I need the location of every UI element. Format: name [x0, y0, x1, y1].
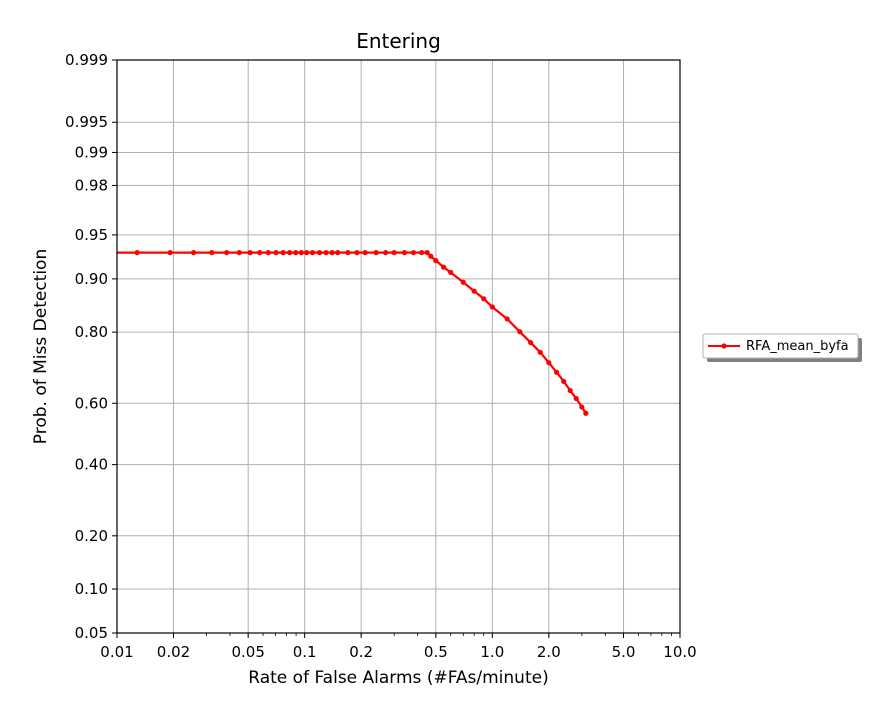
plot-frame: [116, 59, 681, 634]
x-tick-label: 2.0: [537, 643, 561, 661]
data-point: [323, 250, 329, 256]
data-point: [354, 250, 360, 256]
data-point: [448, 269, 454, 276]
x-tick-label: 0.05: [231, 643, 264, 661]
chart-title: Entering: [356, 29, 441, 53]
legend: RFA_mean_byfa: [702, 333, 862, 362]
y-tick-label: 0.99: [75, 143, 108, 161]
x-tick-label: 1.0: [480, 643, 504, 661]
y-axis-label: Prob. of Miss Detection: [31, 249, 51, 444]
y-tick-label: 0.95: [75, 226, 108, 244]
data-point: [304, 250, 310, 256]
data-point: [191, 250, 197, 256]
y-tick-label: 0.05: [75, 624, 108, 642]
data-point: [345, 250, 351, 256]
data-point: [265, 250, 271, 256]
data-point: [424, 250, 430, 256]
data-point: [247, 250, 253, 256]
data-point: [335, 250, 341, 256]
y-tick-label: 0.10: [75, 580, 108, 598]
data-point: [316, 250, 323, 256]
data-point: [401, 250, 408, 256]
y-tick-label: 0.90: [75, 270, 108, 288]
data-point: [489, 304, 495, 310]
data-point: [280, 250, 286, 256]
data-point: [410, 250, 417, 256]
y-tick-label: 0.40: [75, 456, 108, 474]
data-point: [441, 264, 447, 270]
data-point: [419, 250, 425, 256]
data-point: [329, 250, 335, 256]
x-tick-label: 0.01: [100, 643, 133, 661]
x-tick-label: 5.0: [612, 643, 636, 661]
data-point: [167, 250, 173, 256]
y-tick-label: 0.98: [75, 176, 108, 194]
ticks: 0.01 0.02 0.05 0.1 0.2 0.5 1.0 2.0 5.0 10.0 0.05 0.…: [65, 51, 697, 661]
x-tick-label: 0.5: [424, 643, 448, 661]
y-tick-label: 0.995: [65, 113, 108, 131]
data-point: [517, 329, 523, 335]
y-tick-label: 0.999: [65, 51, 108, 69]
data-point: [257, 250, 263, 256]
data-point: [528, 339, 534, 346]
legend-entry-label: RFA_mean_byfa: [746, 339, 849, 354]
x-tick-label: 10.0: [663, 643, 696, 661]
data-point: [428, 253, 434, 259]
x-axis-label: Rate of False Alarms (#FAs/minute): [248, 668, 548, 688]
data-point: [209, 250, 215, 256]
data-point: [134, 250, 140, 256]
series-layer: [117, 250, 589, 416]
y-tick-label: 0.80: [75, 323, 108, 341]
data-point: [553, 369, 560, 375]
x-tick-label: 0.02: [157, 643, 190, 661]
data-point: [546, 360, 552, 366]
data-point: [362, 250, 368, 256]
data-point: [561, 378, 567, 384]
x-tick-label: 0.1: [293, 643, 317, 661]
data-point: [471, 288, 477, 294]
data-point: [287, 250, 293, 256]
y-tick-label: 0.60: [75, 394, 108, 412]
data-point: [573, 395, 579, 402]
data-point: [383, 250, 389, 256]
data-point: [224, 250, 230, 256]
data-point: [309, 250, 316, 256]
data-point: [481, 296, 487, 302]
data-point: [567, 387, 573, 394]
data-point: [298, 250, 304, 256]
data-point: [504, 316, 510, 322]
x-tick-label: 0.2: [349, 643, 373, 661]
data-point: [236, 250, 242, 256]
data-point: [273, 250, 279, 256]
legend-box: [702, 333, 859, 359]
data-point: [391, 250, 397, 256]
data-point: [433, 258, 439, 264]
data-point: [460, 279, 466, 285]
data-point: [579, 404, 585, 410]
y-tick-label: 0.20: [75, 527, 108, 545]
data-point: [583, 410, 589, 416]
data-point: [373, 250, 379, 256]
data-point: [293, 250, 299, 256]
legend-marker-swatch: [721, 343, 727, 349]
data-point: [537, 349, 543, 355]
